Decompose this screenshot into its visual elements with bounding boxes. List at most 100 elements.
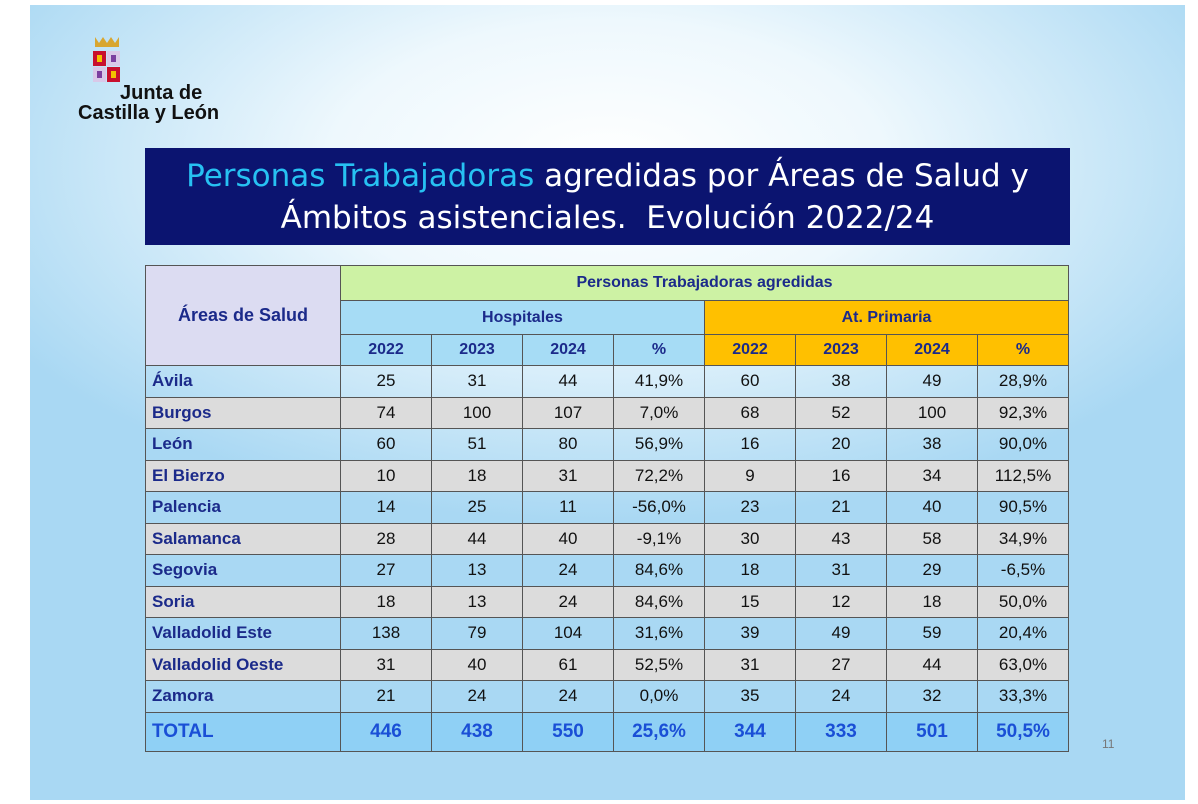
header-cell: At. Primaria xyxy=(704,300,1069,335)
cell: 344 xyxy=(704,711,796,752)
cell: 61 xyxy=(522,648,614,681)
row-label: Valladolid Oeste xyxy=(145,648,341,681)
cell: 31,6% xyxy=(613,617,705,650)
cell: 16 xyxy=(704,428,796,461)
cell: 31 xyxy=(795,554,887,587)
cell: 41,9% xyxy=(613,365,705,398)
cell: 49 xyxy=(886,365,978,398)
cell: 501 xyxy=(886,711,978,752)
cell: 33,3% xyxy=(977,680,1069,713)
cell: 60 xyxy=(340,428,432,461)
data-row: Segovia 27 13 24 84,6% 18 31 29 -6,5% xyxy=(145,554,1069,587)
cell: 60 xyxy=(704,365,796,398)
cell: 13 xyxy=(431,585,523,618)
cell: 25,6% xyxy=(613,711,705,752)
cell: 25 xyxy=(431,491,523,524)
data-row: Valladolid Este 138 79 104 31,6% 39 49 59 20,4% xyxy=(145,617,1069,650)
row-label: Segovia xyxy=(145,554,341,587)
data-row: Valladolid Oeste 31 40 61 52,5% 31 27 44 63,0% xyxy=(145,648,1069,681)
row-label: Ávila xyxy=(145,365,341,398)
data-row: Soria 18 13 24 84,6% 15 12 18 50,0% xyxy=(145,585,1069,618)
cell: 40 xyxy=(522,522,614,555)
cell: 446 xyxy=(340,711,432,752)
cell: 40 xyxy=(886,491,978,524)
logo-text: Castilla y León xyxy=(78,102,220,124)
cell: 68 xyxy=(704,396,796,429)
header-cell: 2022 xyxy=(704,334,796,366)
logo-text: Junta de xyxy=(120,82,203,104)
title-highlight: Personas Trabajadoras xyxy=(186,158,535,194)
cell: 10 xyxy=(340,459,432,492)
cell: 14 xyxy=(340,491,432,524)
cell: 18 xyxy=(704,554,796,587)
cell: 333 xyxy=(795,711,887,752)
cell: 28,9% xyxy=(977,365,1069,398)
cell: 34 xyxy=(886,459,978,492)
data-row: León 60 51 80 56,9% 16 20 38 90,0% xyxy=(145,428,1069,461)
cell: 90,5% xyxy=(977,491,1069,524)
cell: 21 xyxy=(340,680,432,713)
header-cell: Personas Trabajadoras agredidas xyxy=(340,265,1069,301)
cell: 25 xyxy=(340,365,432,398)
header-cell: 2024 xyxy=(886,334,978,366)
cell: 35 xyxy=(704,680,796,713)
header-cell: 2023 xyxy=(795,334,887,366)
cell: 44 xyxy=(431,522,523,555)
cell: 51 xyxy=(431,428,523,461)
title-text: Ámbitos asistenciales. Evolución 2022/24 xyxy=(280,200,935,236)
cell: 15 xyxy=(704,585,796,618)
cell: 38 xyxy=(795,365,887,398)
cell: 20,4% xyxy=(977,617,1069,650)
cell: 100 xyxy=(431,396,523,429)
cell: 20 xyxy=(795,428,887,461)
total-row: TOTAL 446 438 550 25,6% 344 333 501 50,5% xyxy=(145,711,1069,752)
cell: 44 xyxy=(522,365,614,398)
cell: 43 xyxy=(795,522,887,555)
cell: 50,5% xyxy=(977,711,1069,752)
header-cell: Áreas de Salud xyxy=(145,265,341,366)
data-table: Áreas de Salud Personas Trabajadoras agre… xyxy=(145,265,1069,752)
cell: 84,6% xyxy=(613,554,705,587)
cell: 18 xyxy=(431,459,523,492)
cell: 31 xyxy=(522,459,614,492)
data-row: El Bierzo 10 18 31 72,2% 9 16 34 112,5% xyxy=(145,459,1069,492)
cell: 31 xyxy=(704,648,796,681)
cell: 107 xyxy=(522,396,614,429)
data-row: Burgos 74 100 107 7,0% 68 52 100 92,3% xyxy=(145,396,1069,429)
cell: 438 xyxy=(431,711,523,752)
cell: 9 xyxy=(704,459,796,492)
row-label: Valladolid Este xyxy=(145,617,341,650)
row-label: León xyxy=(145,428,341,461)
cell: -6,5% xyxy=(977,554,1069,587)
cell: 0,0% xyxy=(613,680,705,713)
row-label: Soria xyxy=(145,585,341,618)
cell: 112,5% xyxy=(977,459,1069,492)
cell: 23 xyxy=(704,491,796,524)
cell: 27 xyxy=(795,648,887,681)
cell: 40 xyxy=(431,648,523,681)
cell: 18 xyxy=(886,585,978,618)
cell: 34,9% xyxy=(977,522,1069,555)
logo-emblem xyxy=(93,37,120,82)
cell: 50,0% xyxy=(977,585,1069,618)
header-row: 2022 2023 2024% 2022 2023 2024% xyxy=(146,334,1069,366)
cell: -9,1% xyxy=(613,522,705,555)
cell: 59 xyxy=(886,617,978,650)
cell: 30 xyxy=(704,522,796,555)
title-box: Personas Trabajadoras agredidas por Área… xyxy=(145,148,1070,245)
header-cell: 2024 xyxy=(522,334,614,366)
data-row: Ávila 25 31 44 41,9% 60 38 49 28,9% xyxy=(145,365,1069,398)
cell: 56,9% xyxy=(613,428,705,461)
row-label: Palencia xyxy=(145,491,341,524)
page-number: 11 xyxy=(1102,737,1115,751)
header-cell: 2022 xyxy=(340,334,432,366)
cell: 24 xyxy=(522,554,614,587)
cell: 49 xyxy=(795,617,887,650)
header-row: Áreas de Salud Personas Trabajadoras agre… xyxy=(145,265,1069,366)
cell: 24 xyxy=(431,680,523,713)
cell: 28 xyxy=(340,522,432,555)
cell: 21 xyxy=(795,491,887,524)
cell: 32 xyxy=(886,680,978,713)
cell: 52 xyxy=(795,396,887,429)
